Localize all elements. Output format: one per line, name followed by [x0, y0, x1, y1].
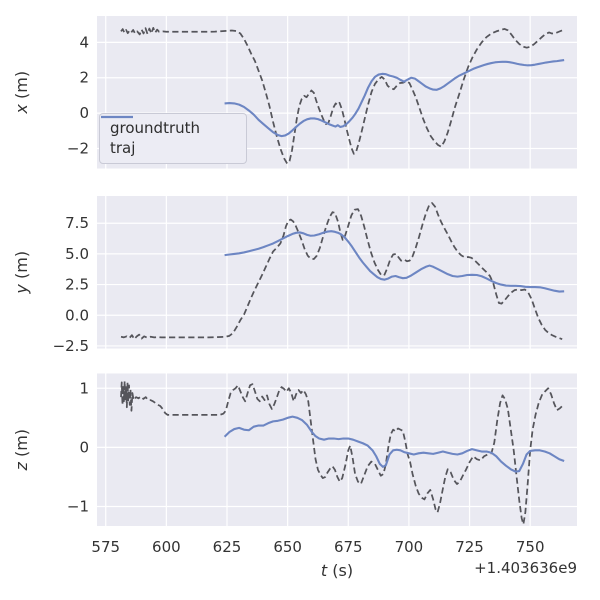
y-tick-label: 2	[79, 69, 89, 87]
x-tick-label: 625	[213, 538, 242, 556]
legend-entry-traj: traj	[101, 115, 238, 158]
legend-label-groundtruth: groundtruth	[110, 119, 201, 138]
y-tick-label: 0.0	[65, 306, 89, 324]
x-tick-label: 675	[334, 538, 363, 556]
traj-line	[223, 415, 565, 473]
traj-line	[224, 230, 565, 293]
x-tick-label: 700	[395, 538, 424, 556]
x-tick-label: 650	[273, 538, 302, 556]
x-tick-label: 750	[516, 538, 545, 556]
y-tick-label: 0	[79, 438, 89, 456]
solid-line-sample-icon	[101, 115, 133, 119]
subplot-x: 4 2 0 −2 x (m)	[12, 16, 577, 169]
groundtruth-line	[120, 26, 563, 165]
groundtruth-line	[120, 380, 563, 526]
y-tick-label: 1	[79, 379, 89, 397]
x-tick-label: 600	[152, 538, 181, 556]
y-tick-label: 2.5	[65, 276, 89, 294]
y-tick-label: 5.0	[65, 245, 89, 263]
traj-line	[224, 59, 565, 138]
y-tick-label: 0	[79, 104, 89, 122]
y-axis-label: y (m)	[12, 251, 31, 295]
y-tick-label: 4	[79, 33, 89, 51]
legend: groundtruth traj	[99, 113, 247, 164]
y-axis-label: x (m)	[12, 71, 31, 115]
y-axis-label: z (m)	[12, 429, 31, 472]
x-tick-label: 725	[455, 538, 484, 556]
legend-label-traj: traj	[110, 138, 136, 157]
y-tick-label: 7.5	[65, 214, 89, 232]
y-tick-label: −2	[67, 140, 89, 158]
axes-background	[97, 373, 577, 526]
subplot-y: 7.5 5.0 2.5 0.0 −2.5 y (m)	[12, 196, 577, 355]
x-tick-label: 575	[91, 538, 120, 556]
x-axis-label: t (s)	[321, 561, 353, 580]
y-tick-label: −1	[67, 497, 89, 515]
legend-entry-groundtruth: groundtruth	[101, 116, 238, 138]
subplot-z: 1 0 −1 z (m)	[12, 373, 577, 526]
groundtruth-line	[120, 202, 563, 341]
x-axis-offset-text: +1.403636e9	[474, 559, 577, 577]
y-tick-label: −2.5	[53, 337, 89, 355]
